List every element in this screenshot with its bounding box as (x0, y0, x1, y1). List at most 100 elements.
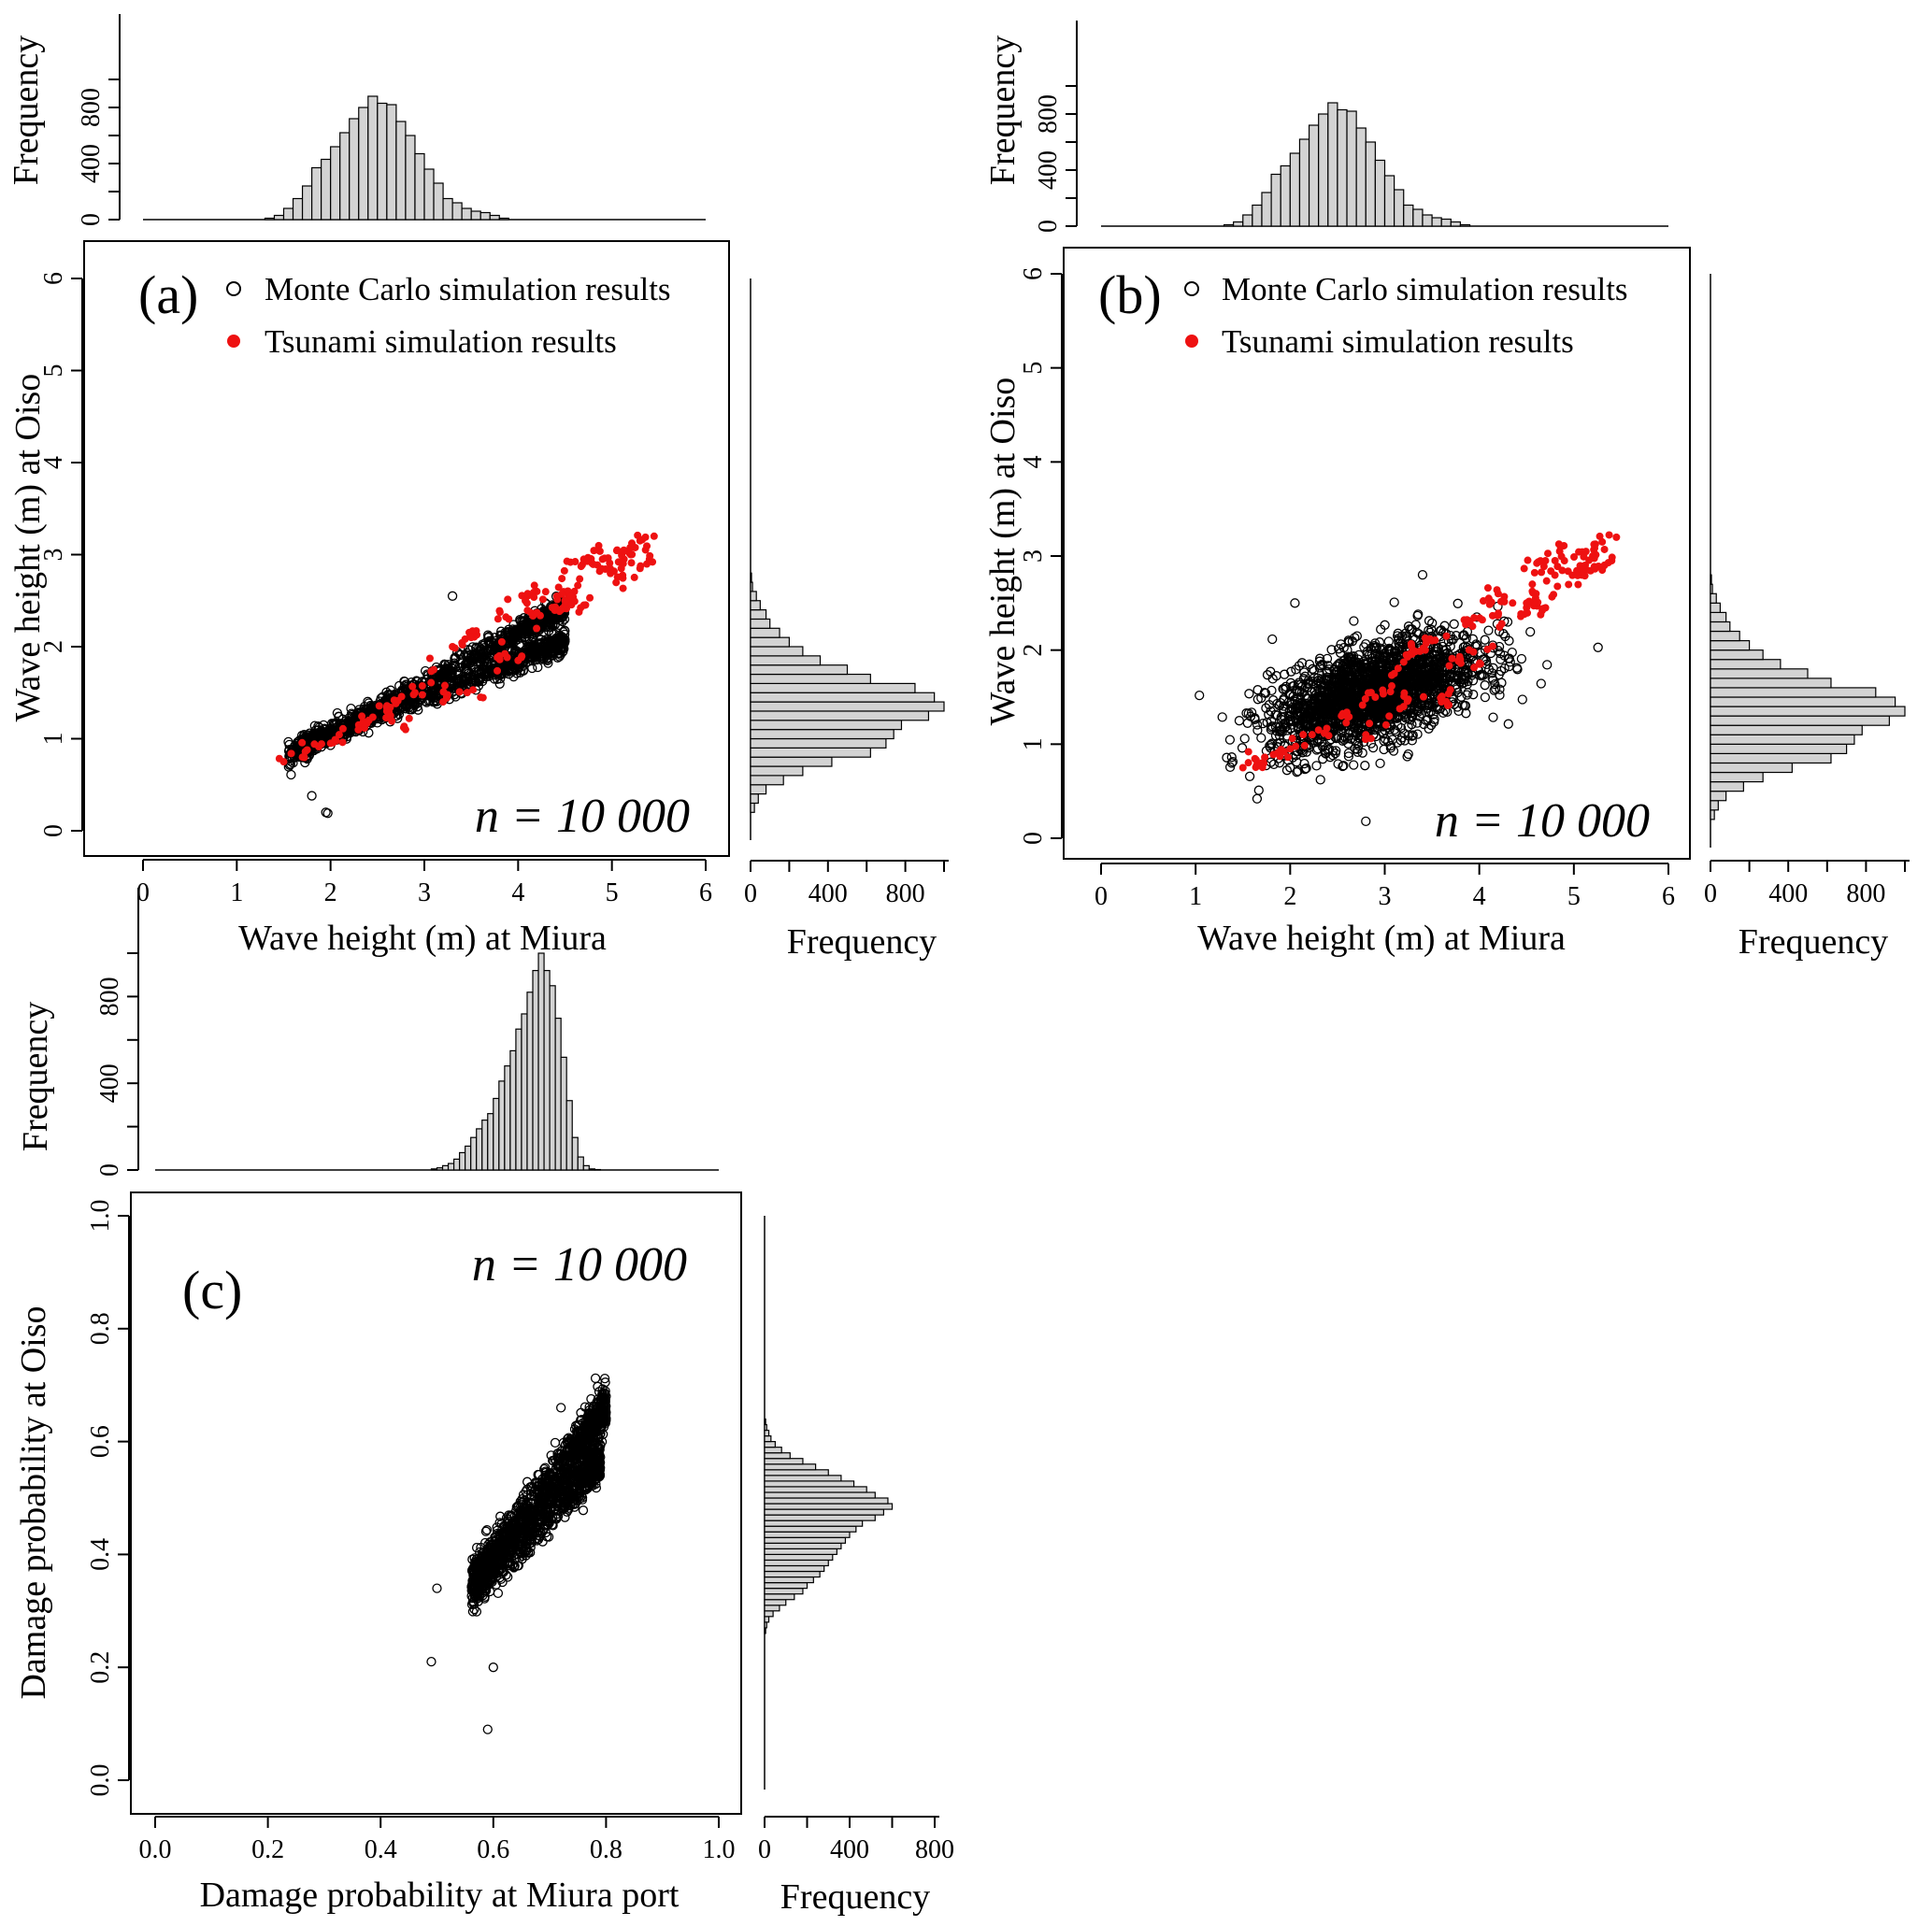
monte-carlo-point (1389, 597, 1399, 607)
monte-carlo-point (466, 649, 477, 660)
tsunami-point (1465, 646, 1473, 654)
tsunami-point (443, 691, 451, 699)
x-tick-label: 0 (136, 878, 150, 907)
tsunami-point (1394, 664, 1402, 673)
tsunami-point (418, 691, 426, 699)
tsunami-point (504, 595, 512, 604)
y-tick-label: 4 (39, 456, 68, 469)
tsunami-point (1342, 719, 1351, 727)
histogram-bar (1431, 217, 1442, 227)
tsunami-point (566, 592, 575, 601)
monte-carlo-point (1224, 762, 1236, 773)
histogram-bar (750, 737, 887, 749)
tsunami-point (1419, 692, 1427, 701)
monte-carlo-point (522, 624, 532, 635)
histogram-bar (414, 152, 425, 221)
monte-carlo-point (1525, 626, 1536, 637)
tsunami-point (1320, 729, 1328, 737)
tsunami-point (1381, 720, 1390, 729)
tsunami-point (1544, 549, 1553, 558)
tsunami-point (1612, 533, 1621, 541)
monte-carlo-point (1593, 642, 1603, 652)
tsunami-point (1500, 597, 1509, 606)
tsunami-point (303, 746, 311, 754)
monte-carlo-point (510, 629, 521, 639)
tsunami-point (634, 531, 642, 539)
monte-carlo-point (479, 669, 491, 679)
y-tick-label: 1 (1019, 737, 1048, 750)
histogram-bar (1365, 141, 1376, 227)
monte-carlo-point (364, 728, 374, 738)
tsunami-point (586, 593, 594, 602)
histogram-bar (750, 636, 791, 648)
monte-carlo-point (461, 673, 471, 683)
monte-carlo-point (1453, 598, 1463, 608)
histogram-bar (339, 132, 351, 221)
histogram-bar (750, 655, 822, 666)
histogram-bar (1412, 208, 1424, 227)
y-tick-label: 5 (1019, 362, 1048, 375)
tsunami-point (620, 547, 628, 555)
tsunami-point (1528, 580, 1537, 589)
legend-tsunami-marker (1185, 335, 1198, 348)
histogram-bar (750, 792, 759, 805)
legend-tsunami-label: Tsunami simulation results (265, 323, 617, 360)
monte-carlo-point (1349, 760, 1359, 770)
histogram-bar (750, 747, 871, 758)
tsunami-point (1476, 659, 1484, 667)
histogram-bar (1710, 752, 1832, 764)
monte-carlo-point (1253, 785, 1264, 795)
tsunami-point (1509, 599, 1517, 607)
tsunami-point (469, 686, 478, 694)
tsunami-point (466, 633, 475, 641)
monte-carlo-point (1536, 678, 1546, 689)
y-tick-label: 6 (1019, 267, 1048, 280)
y-tick-label: 2 (39, 640, 68, 653)
tsunami-point (1600, 545, 1609, 553)
tsunami-point (1524, 599, 1532, 607)
histogram-bar (549, 985, 556, 1171)
tsunami-point (1244, 759, 1252, 767)
y-tick-label: 800 (77, 88, 106, 127)
tsunami-point (627, 559, 636, 567)
monte-carlo-point (453, 675, 464, 685)
y-tick-label: 0 (77, 213, 106, 226)
monte-carlo-point (1261, 703, 1271, 713)
y-tick-label: 0 (1034, 220, 1063, 233)
histogram-bar (1710, 611, 1727, 623)
right-histogram-xlabel: Frequency (1739, 922, 1888, 962)
tsunami-point (637, 562, 645, 570)
monte-carlo-point (551, 635, 563, 645)
monte-carlo-point (1449, 619, 1459, 629)
tsunami-point (502, 613, 510, 621)
tsunami-point (1557, 552, 1566, 561)
tsunami-point (583, 557, 592, 565)
histogram-bar (1710, 771, 1764, 783)
x-tick-label: 6 (699, 878, 712, 907)
tsunami-point (425, 654, 434, 663)
scatter-ylabel: Wave height (m) at Oiso (983, 378, 1023, 726)
histogram-bar (1710, 678, 1832, 689)
histogram-bar (1710, 715, 1890, 726)
tsunami-point (1366, 720, 1374, 728)
tsunami-point (494, 615, 502, 623)
tsunami-point (641, 533, 650, 541)
histogram-bar (1337, 108, 1348, 227)
tsunami-point (338, 738, 347, 747)
histogram-bar (1710, 602, 1721, 613)
tsunami-point (503, 653, 511, 662)
right-histogram-xlabel: Frequency (787, 922, 937, 962)
monte-carlo-point (459, 678, 469, 688)
y-tick-label: 800 (95, 977, 124, 1016)
tsunami-point (558, 575, 566, 583)
tsunami-point (458, 638, 466, 647)
tsunami-point (1497, 620, 1506, 628)
histogram-bar (1223, 223, 1235, 227)
tsunami-point (409, 691, 418, 699)
y-tick-label: 400 (1034, 150, 1063, 190)
monte-carlo-point (1516, 653, 1527, 664)
tsunami-point (1448, 654, 1456, 663)
